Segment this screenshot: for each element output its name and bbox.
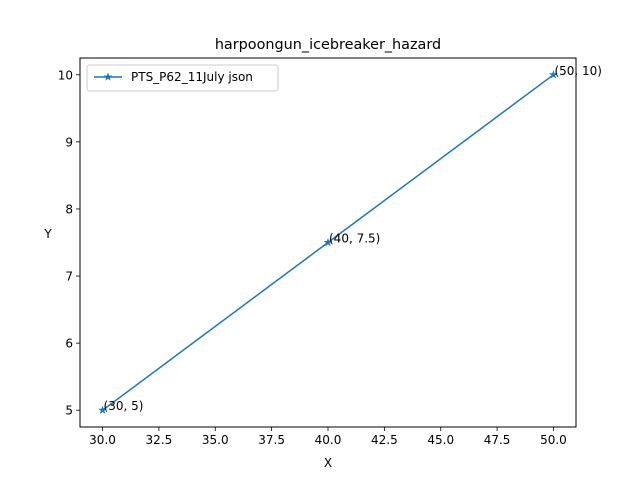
y-axis-ticks: 5 6 7 8 9 10 xyxy=(58,68,80,418)
y-axis-label: Y xyxy=(43,227,52,241)
data-point-marker xyxy=(323,237,333,247)
plot-area: (30, 5) (40, 7.5) (50, 10) xyxy=(97,64,602,415)
chart-title: harpoongun_icebreaker_hazard xyxy=(215,37,441,53)
legend-box xyxy=(86,64,279,92)
y-tick-label: 9 xyxy=(65,135,73,149)
y-tick-label: 8 xyxy=(65,202,73,216)
data-point-marker xyxy=(97,405,108,415)
x-axis-label: X xyxy=(324,456,332,470)
x-tick-label: 35.0 xyxy=(202,433,229,447)
legend-label: PTS_P62_11July json xyxy=(131,70,253,84)
x-tick-label: 30.0 xyxy=(89,433,116,447)
data-point-marker xyxy=(548,69,559,79)
y-tick-label: 5 xyxy=(65,404,73,418)
x-axis-ticks: 30.0 32.5 35.0 37.5 40.0 42.5 45.0 47.5 50.0 xyxy=(89,427,567,447)
y-tick-label: 10 xyxy=(58,68,73,82)
data-point-annotation: (40, 7.5) xyxy=(329,232,380,246)
x-tick-label: 42.5 xyxy=(371,433,398,447)
legend-star-marker xyxy=(103,72,113,81)
data-point-annotation: (30, 5) xyxy=(104,399,144,413)
x-tick-label: 45.0 xyxy=(427,433,454,447)
x-tick-label: 37.5 xyxy=(258,433,285,447)
x-tick-label: 40.0 xyxy=(315,433,342,447)
legend: PTS_P62_11July json xyxy=(86,64,279,92)
x-tick-label: 50.0 xyxy=(540,433,567,447)
y-tick-label: 6 xyxy=(65,337,73,351)
x-tick-label: 32.5 xyxy=(146,433,173,447)
data-point-annotation: (50, 10) xyxy=(554,64,602,78)
x-tick-label: 47.5 xyxy=(484,433,511,447)
y-tick-label: 7 xyxy=(65,270,73,284)
